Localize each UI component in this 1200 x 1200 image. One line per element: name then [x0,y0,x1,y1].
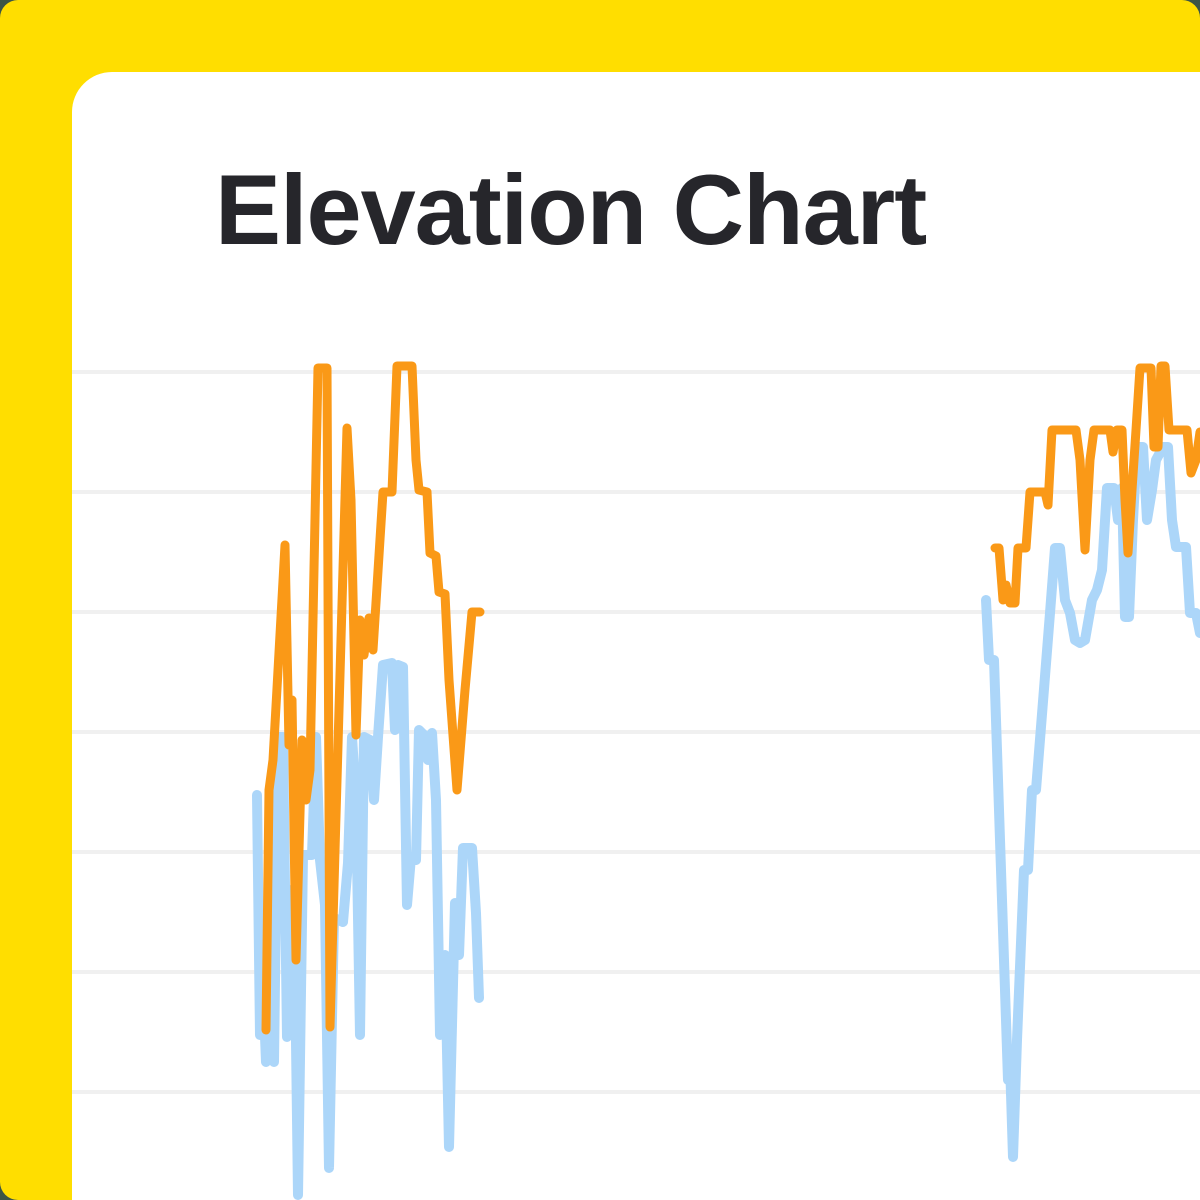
elevation-blue-line [252,658,484,1200]
gridlines [72,370,1200,1094]
elevation-orange-line [990,361,1200,608]
elevation-chart [72,361,1200,1200]
elevation-blue-line [981,442,1200,1162]
series-lines [252,361,1200,1200]
elevation-orange-line [261,361,485,1035]
elevation-card: Elevation Chart [72,72,1200,1200]
page-title: Elevation Chart [215,154,927,265]
